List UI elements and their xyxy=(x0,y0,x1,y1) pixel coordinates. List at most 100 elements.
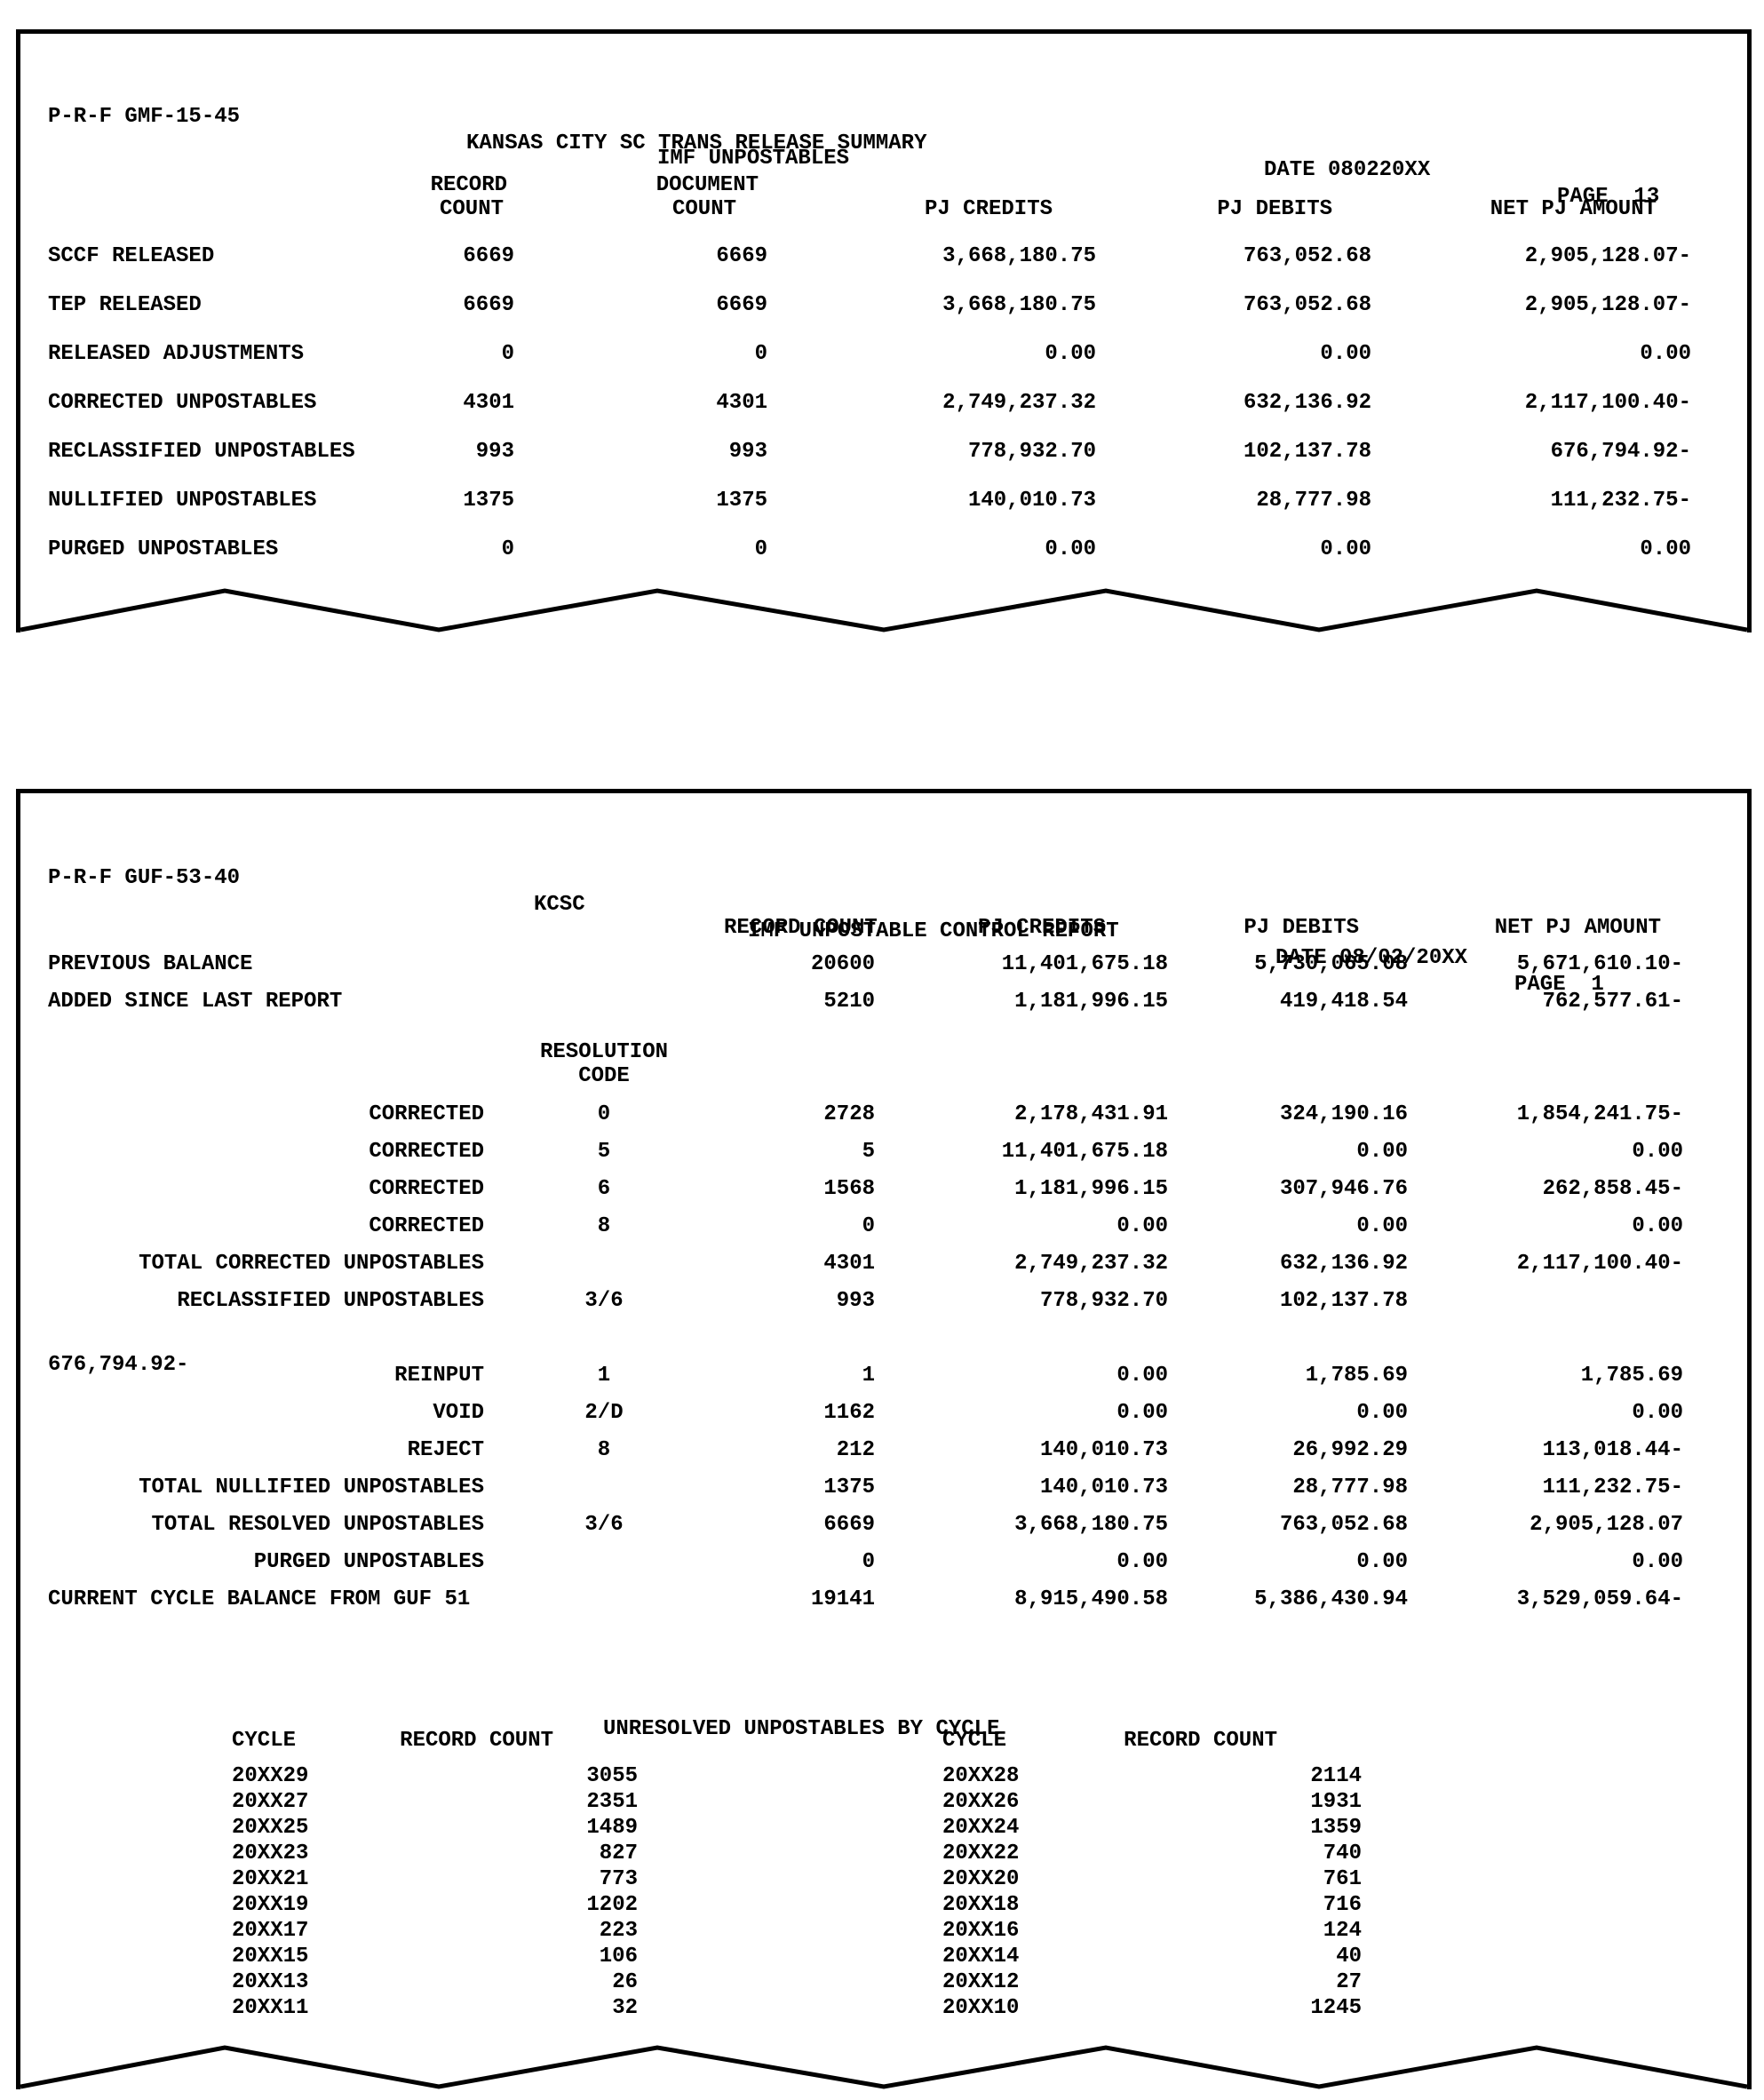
net-pj-amount xyxy=(1408,1288,1683,1315)
pj-credits: 11,401,675.18 xyxy=(1001,952,1168,976)
record-count: 1 xyxy=(862,1364,875,1388)
record-count: 20600 xyxy=(810,952,875,976)
resolution-code-header-1: RESOLUTION xyxy=(20,1039,1747,1066)
pj-debits: 5,386,430.94 xyxy=(1254,1587,1408,1611)
cycle-label: 20XX17 xyxy=(232,1919,309,1943)
cycle-label: 20XX11 xyxy=(232,1996,309,2020)
record-count: 106 xyxy=(599,1945,638,1969)
resolution-code: 3/6 xyxy=(584,1289,624,1313)
pj-debits: 763,052.68 xyxy=(1243,293,1371,317)
table-row: 20XX19 1202 20XX18 716 xyxy=(20,1894,1747,1917)
record-count: 1162 xyxy=(823,1401,875,1425)
pj-debits: 102,137.78 xyxy=(1279,1289,1408,1313)
record-count: 40 xyxy=(1336,1945,1362,1969)
col-header-record-count: RECORD COUNT xyxy=(724,916,878,940)
row-label: TOTAL NULLIFIED UNPOSTABLES xyxy=(139,1476,484,1499)
record-count: 19141 xyxy=(810,1587,875,1611)
record-count: 6669 xyxy=(463,293,514,317)
net-pj-amount: 262,858.45- xyxy=(1542,1177,1683,1201)
record-count: 0 xyxy=(501,537,514,561)
row-label: PREVIOUS BALANCE xyxy=(48,952,253,976)
pj-credits: 11,401,675.18 xyxy=(1001,1140,1168,1164)
spacer xyxy=(638,1817,942,1840)
pj-debits: 0.00 xyxy=(1320,342,1371,366)
net-pj-amount: 5,671,610.10- xyxy=(1516,952,1683,976)
cycle-label: 20XX23 xyxy=(232,1841,309,1865)
table-row: CORRECTED 6 1568 1,181,996.15 307,946.76 262,… xyxy=(20,1176,1747,1203)
report2-date: DATE 08/02/20XX xyxy=(1275,946,1468,970)
cycle-label: 20XX24 xyxy=(942,1816,1020,1840)
report-guf-53-40: P-R-F GUF-53-40 KCSC IMF UNPOSTABLE CONT… xyxy=(16,789,1752,2089)
resolution-code: 8 xyxy=(597,1438,611,1462)
pj-credits: 0.00 xyxy=(1116,1214,1168,1238)
row-label: TOTAL RESOLVED UNPOSTABLES xyxy=(151,1513,484,1537)
net-pj-amount: 2,905,128.07- xyxy=(1524,244,1691,268)
record-count: 2351 xyxy=(586,1790,638,1814)
pj-debits: 632,136.92 xyxy=(1279,1252,1408,1276)
table-row: 20XX27 2351 20XX26 1931 xyxy=(20,1791,1747,1814)
cycle-label: 20XX25 xyxy=(232,1816,309,1840)
table-row: TOTAL CORRECTED UNPOSTABLES 4301 2,749,237… xyxy=(20,1251,1747,1277)
pj-debits: 28,777.98 xyxy=(1292,1476,1408,1499)
report2-page: PAGE 1 xyxy=(1514,973,1604,997)
cycle-label: 20XX19 xyxy=(232,1893,309,1917)
cycle-label: 20XX10 xyxy=(942,1996,1020,2020)
row-label: SCCF RELEASED xyxy=(48,244,215,268)
resolution-code xyxy=(484,951,724,978)
table-row: VOID 2/D 1162 0.00 0.00 0.00 xyxy=(20,1400,1747,1427)
pj-credits: 1,181,996.15 xyxy=(1014,1177,1168,1201)
pj-debits: 419,418.54 xyxy=(1279,990,1408,1014)
table-row: RECLASSIFIED UNPOSTABLES 3/6 993 778,932.70… xyxy=(20,1288,1747,1315)
overflow-net-pj-amount: 676,794.92- xyxy=(48,1353,189,1377)
pj-credits: 1,181,996.15 xyxy=(1014,990,1168,1014)
record-count: 0 xyxy=(501,342,514,366)
report1-subtitle: IMF UNPOSTABLES xyxy=(657,147,850,171)
resolution-code: 3/6 xyxy=(584,1513,624,1537)
spacer xyxy=(638,1868,942,1891)
resolution-code: 1 xyxy=(597,1364,611,1388)
document-count: 4301 xyxy=(716,391,767,415)
spacer xyxy=(638,1971,942,1994)
cycle-label: 20XX29 xyxy=(232,1764,309,1788)
net-pj-amount: 111,232.75- xyxy=(1542,1476,1683,1499)
record-count: 2728 xyxy=(823,1102,875,1126)
cycle-label: 20XX28 xyxy=(942,1764,1020,1788)
pj-debits: 0.00 xyxy=(1356,1401,1408,1425)
net-pj-amount: 0.00 xyxy=(1632,1214,1683,1238)
report1-header-row-1: RECORD DOCUMENT xyxy=(20,172,1747,199)
col-header-net-pj-amount: NET PJ AMOUNT xyxy=(1490,197,1657,221)
pj-debits: 28,777.98 xyxy=(1256,489,1371,513)
record-count: 6669 xyxy=(823,1513,875,1537)
net-pj-amount: 0.00 xyxy=(1632,1401,1683,1425)
spacer xyxy=(638,1997,942,2020)
record-count: 3055 xyxy=(586,1764,638,1788)
record-count: 1931 xyxy=(1310,1790,1362,1814)
cycle-label: 20XX27 xyxy=(232,1790,309,1814)
report1-header-row-2: COUNT COUNT PJ CREDITS PJ DEBITS NET PJ … xyxy=(20,196,1747,223)
report2-center: KCSC xyxy=(534,893,585,917)
pj-debits: 632,136.92 xyxy=(1243,391,1371,415)
pj-debits: 763,052.68 xyxy=(1243,244,1371,268)
col-header-pj-debits: PJ DEBITS xyxy=(1244,916,1359,940)
cycle-header-row: CYCLE RECORD COUNT CYCLE RECORD COUNT xyxy=(20,1730,1747,1753)
report-gmf-15-45: P-R-F GMF-15-45 KANSAS CITY SC TRANS REL… xyxy=(16,29,1752,632)
record-count: 827 xyxy=(599,1841,638,1865)
record-count: 6669 xyxy=(463,244,514,268)
pj-credits: 140,010.73 xyxy=(967,489,1096,513)
record-count: 27 xyxy=(1336,1970,1362,1994)
report2-title-line: P-R-F GUF-53-40 KCSC IMF UNPOSTABLE CONT… xyxy=(20,839,1747,997)
record-count: 2114 xyxy=(1310,1764,1362,1788)
pj-debits: 0.00 xyxy=(1356,1214,1408,1238)
net-pj-amount: 0.00 xyxy=(1632,1550,1683,1574)
document-count: 6669 xyxy=(716,244,767,268)
col-header-pj-credits: PJ CREDITS xyxy=(924,197,1053,221)
col-header-record-count-1: RECORD xyxy=(430,173,507,197)
record-count: 212 xyxy=(836,1438,875,1462)
record-count: 26 xyxy=(612,1970,638,1994)
record-count: 1375 xyxy=(463,489,514,513)
col-header-resolution: RESOLUTION xyxy=(539,1040,669,1064)
record-count: 1568 xyxy=(823,1177,875,1201)
record-count: 993 xyxy=(475,440,514,464)
table-row: 20XX13 26 20XX12 27 xyxy=(20,1971,1747,1994)
table-row: 20XX15 106 20XX14 40 xyxy=(20,1945,1747,1969)
